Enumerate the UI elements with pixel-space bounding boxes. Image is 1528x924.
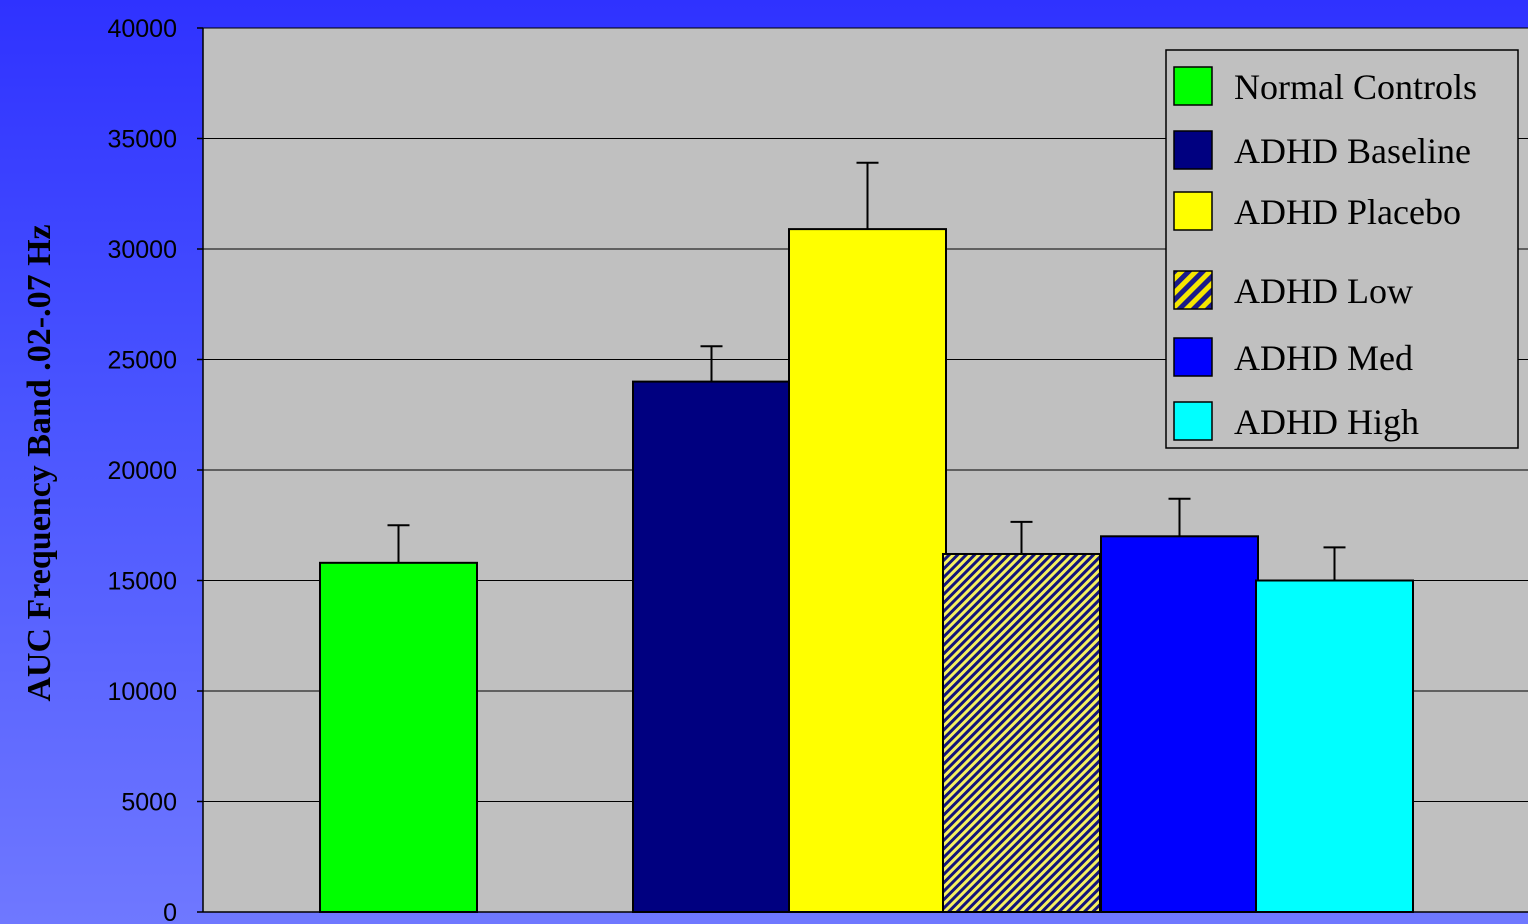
y-axis-label: AUC Frequency Band .02-.07 Hz: [21, 224, 58, 701]
legend-swatch: [1173, 337, 1213, 377]
y-tick-label: 15000: [107, 568, 177, 596]
legend-box: [1165, 49, 1519, 449]
legend: Normal Controls ADHD Baseline ADHD Placebo…: [1165, 49, 1519, 449]
legend-swatch: [1173, 130, 1213, 170]
y-tick-label: 25000: [107, 347, 177, 375]
y-tick-label: 35000: [107, 126, 177, 154]
bar-adhd-baseline: [632, 380, 791, 914]
y-tick-label: 0: [163, 899, 177, 924]
legend-label: ADHD High: [1234, 402, 1419, 442]
legend-swatch: [1173, 270, 1213, 310]
y-tick-label: 10000: [107, 678, 177, 706]
bar-adhd-high: [1255, 579, 1414, 913]
bar-adhd-low: [942, 552, 1101, 913]
legend-label: ADHD Med: [1234, 338, 1413, 378]
y-tick-label: 40000: [107, 15, 177, 43]
y-tick-label: 20000: [107, 457, 177, 485]
legend-label: ADHD Placebo: [1234, 192, 1461, 232]
bars: [319, 161, 1414, 914]
bar-normal-controls: [319, 561, 478, 913]
bar-adhd-placebo: [788, 228, 947, 914]
y-tick-label: 30000: [107, 236, 177, 264]
y-tick-label: 5000: [121, 789, 177, 817]
legend-swatch: [1173, 191, 1213, 231]
legend-label: ADHD Low: [1234, 271, 1413, 311]
y-axis-ticks: 0 5000 10000 15000 20000 25000 30000 35000 40000: [107, 15, 203, 924]
legend-swatch: [1173, 401, 1213, 441]
bar-adhd-med: [1100, 535, 1259, 913]
legend-swatch: [1173, 66, 1213, 106]
legend-label: ADHD Baseline: [1234, 131, 1471, 171]
legend-label: Normal Controls: [1234, 67, 1477, 107]
